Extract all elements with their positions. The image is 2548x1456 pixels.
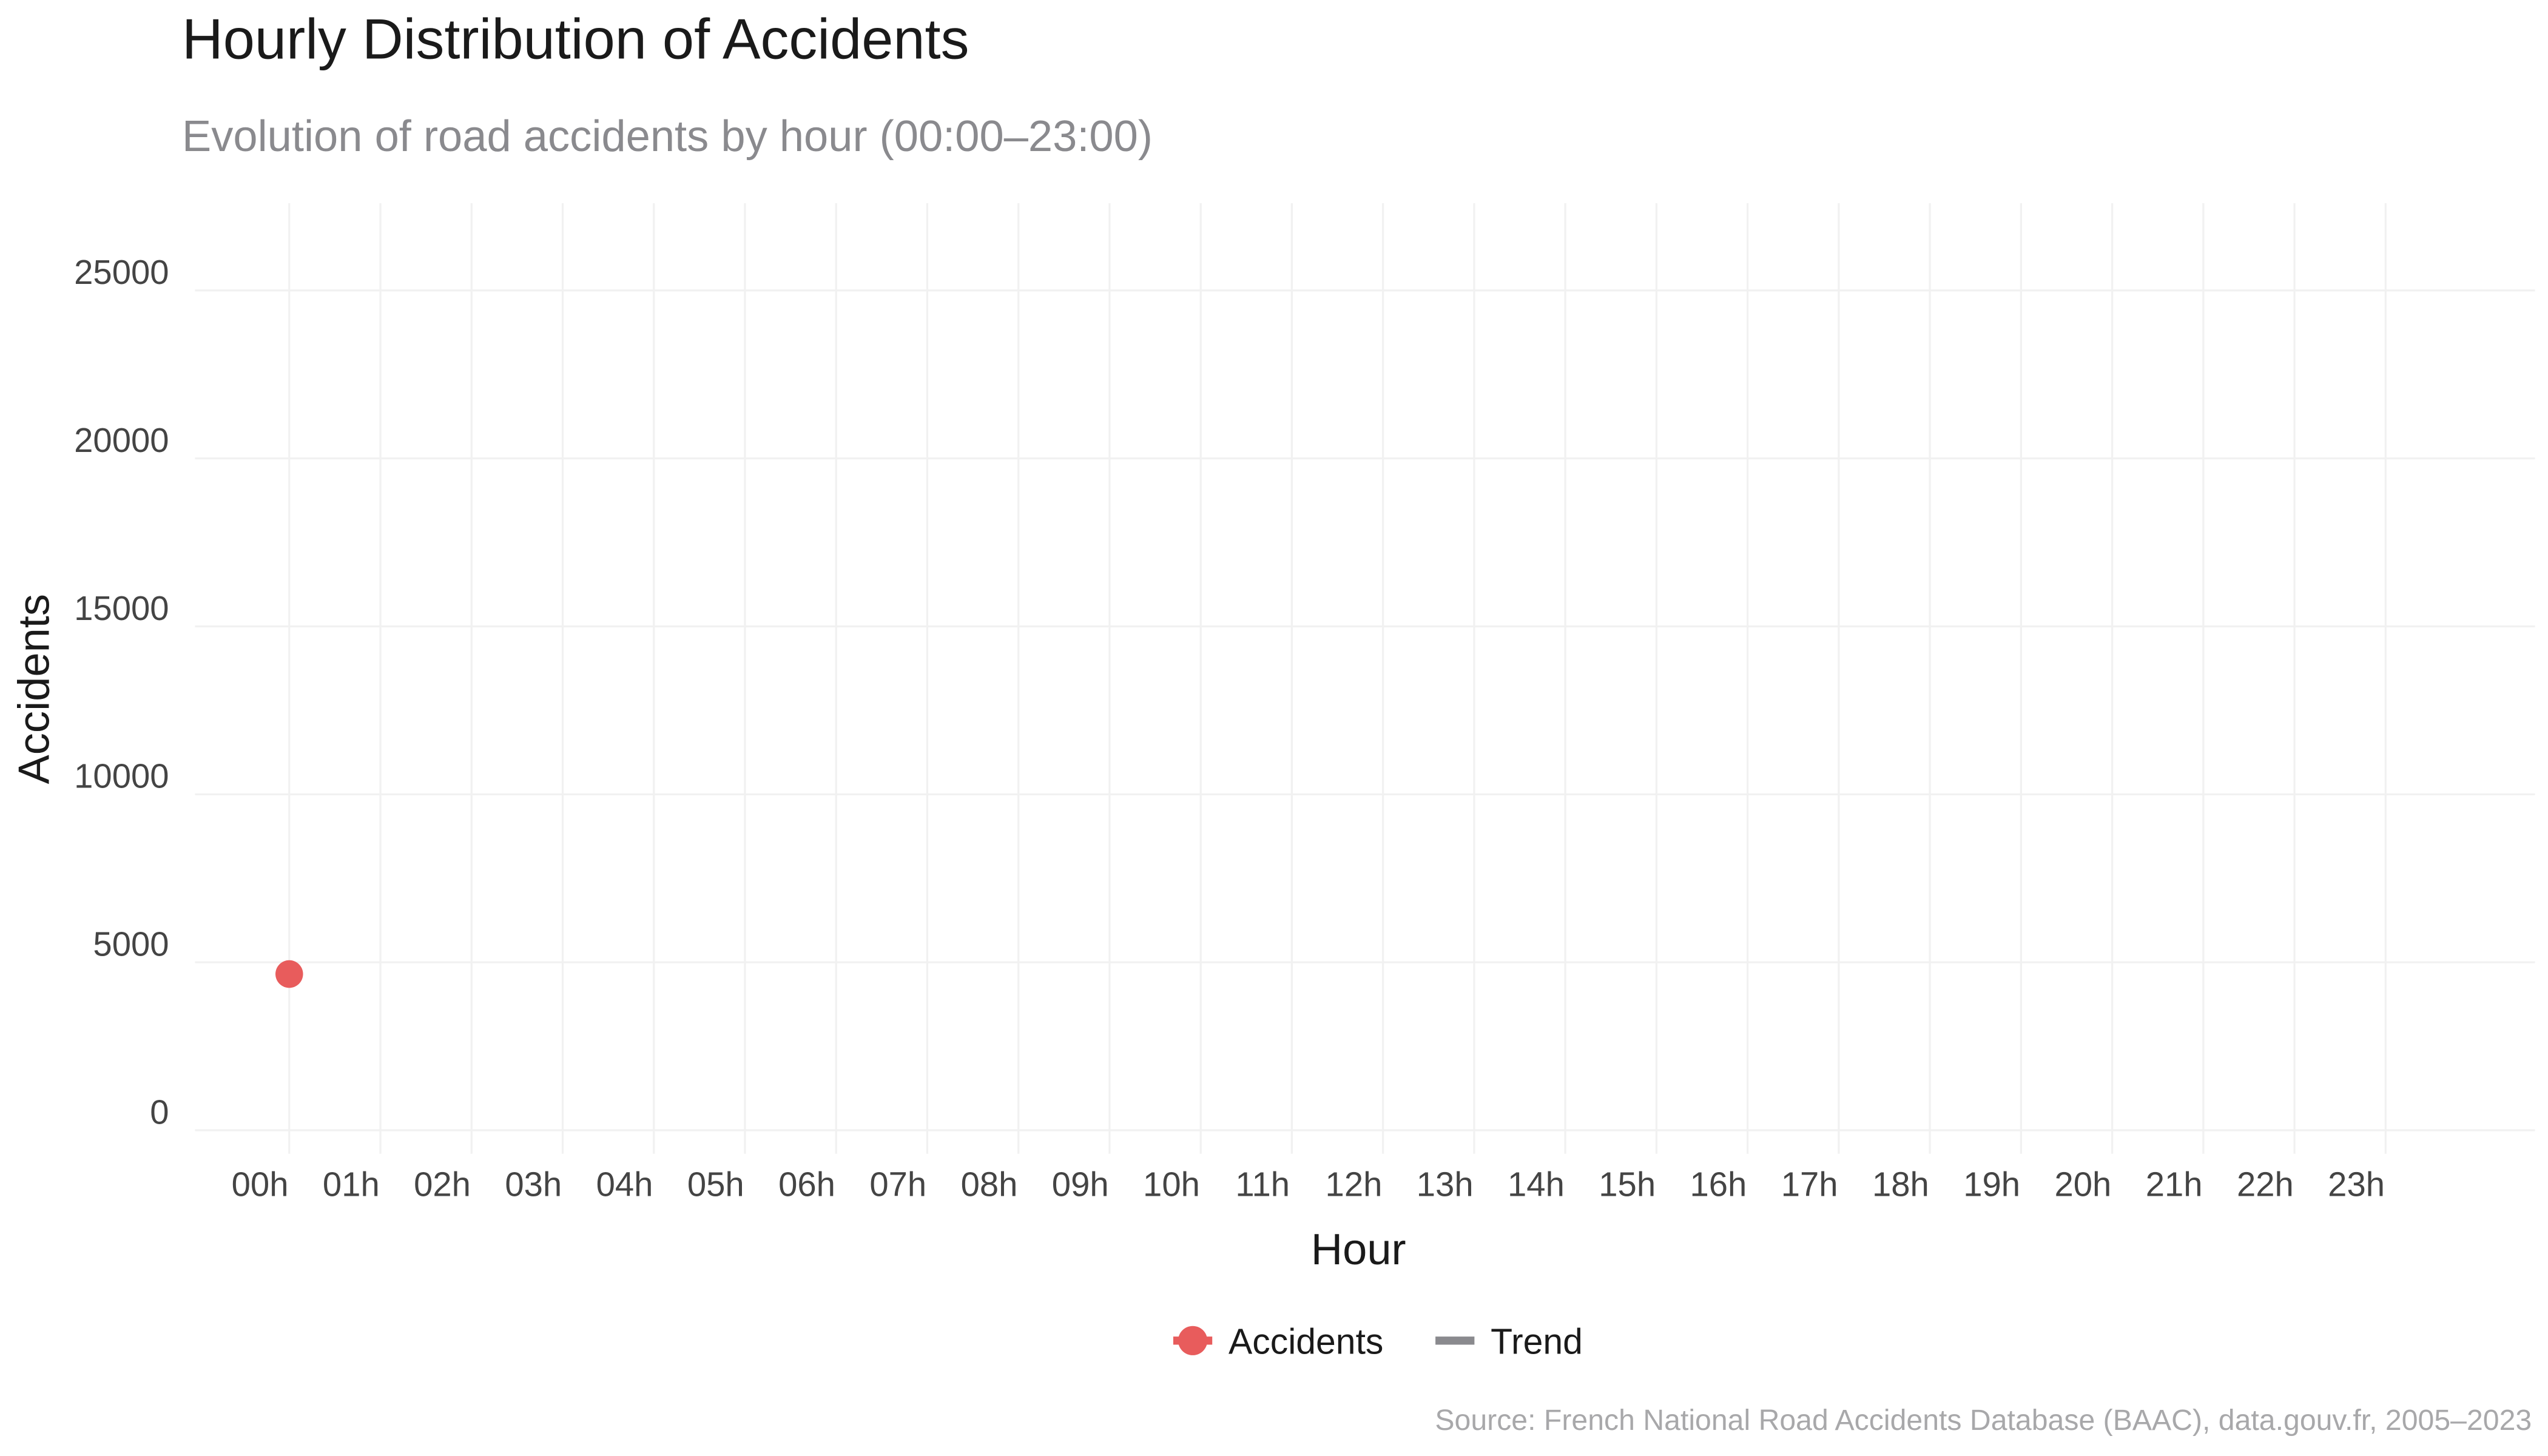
y-tick-label: 0 <box>150 1093 169 1131</box>
x-tick-label: 02h <box>414 1165 471 1203</box>
x-tick-label: 06h <box>778 1165 835 1203</box>
x-tick-label: 20h <box>2054 1165 2111 1203</box>
x-tick-label: 23h <box>2328 1165 2385 1203</box>
x-axis-title: Hour <box>1311 1225 1406 1274</box>
x-tick-label: 03h <box>505 1165 562 1203</box>
grid: 00h 01h 02h 03h 04h 05h 06h 07h 08h 09h 10h 11h 12h 1… <box>74 203 2535 1203</box>
x-tick-label: 00h <box>232 1165 289 1203</box>
x-tick-label: 12h <box>1326 1165 1383 1203</box>
x-tick-label: 07h <box>869 1165 926 1203</box>
caption: Source: French National Road Accidents D… <box>1435 1404 2532 1437</box>
chart-subtitle: Evolution of road accidents by hour (00:… <box>182 112 1153 161</box>
x-tick-label: 13h <box>1417 1165 1474 1203</box>
x-tick-label: 10h <box>1143 1165 1200 1203</box>
x-tick-label: 08h <box>961 1165 1018 1203</box>
x-tick-label: 17h <box>1781 1165 1838 1203</box>
data-point <box>275 960 303 988</box>
x-tick-label: 15h <box>1599 1165 1656 1203</box>
y-tick-label: 25000 <box>74 253 169 291</box>
x-tick-label: 11h <box>1235 1165 1290 1203</box>
y-tick-label: 10000 <box>74 757 169 795</box>
x-tick-label: 01h <box>323 1165 380 1203</box>
y-axis-title: Accidents <box>10 594 58 784</box>
legend-label: Accidents <box>1228 1322 1383 1361</box>
legend: Accidents Trend <box>1173 1322 1583 1361</box>
marks <box>275 960 303 988</box>
x-tick-label: 22h <box>2237 1165 2294 1203</box>
x-tick-label: 04h <box>596 1165 653 1203</box>
y-tick-label: 5000 <box>93 925 169 963</box>
x-tick-label: 18h <box>1872 1165 1929 1203</box>
chart-title: Hourly Distribution of Accidents <box>182 7 969 70</box>
x-tick-label: 21h <box>2146 1165 2203 1203</box>
x-tick-label: 09h <box>1052 1165 1109 1203</box>
y-tick-label: 20000 <box>74 421 169 459</box>
x-tick-label: 05h <box>687 1165 744 1203</box>
legend-key-point <box>1178 1326 1208 1355</box>
legend-label: Trend <box>1491 1322 1583 1361</box>
x-tick-label: 16h <box>1690 1165 1747 1203</box>
y-tick-label: 15000 <box>74 589 169 627</box>
x-tick-label: 14h <box>1508 1165 1565 1203</box>
x-tick-label: 19h <box>1963 1165 2020 1203</box>
